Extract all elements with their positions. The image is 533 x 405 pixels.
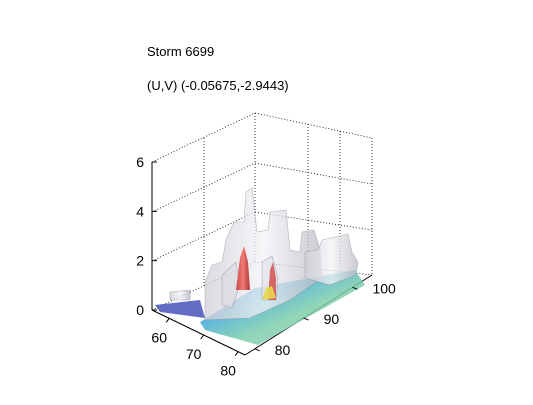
z-tick-label: 4: [136, 203, 144, 219]
tick-group: 0 2 4 6 60 70 80 80 90 100: [136, 154, 396, 379]
x-tick-mark: [200, 334, 205, 340]
surface-floor: [200, 270, 365, 345]
y-tick-label: 90: [324, 311, 340, 327]
y-tick-mark: [352, 286, 358, 290]
z-tick-label: 2: [136, 253, 144, 269]
chart-subtitle: (U,V) (-0.05675,-2.9443): [147, 78, 289, 93]
surface-peak-red: [236, 246, 250, 290]
x-tick-mark: [165, 318, 170, 323]
surface-floor-edge: [155, 300, 205, 318]
y-tick-mark: [254, 348, 260, 352]
z-tick-label: 6: [136, 154, 144, 170]
surface-yellow-core: [262, 286, 276, 300]
x-tick-label: 70: [186, 346, 202, 362]
x-tick-label: 80: [220, 363, 236, 379]
x-tick-label: 60: [151, 329, 167, 345]
y-tick-label: 80: [275, 342, 291, 358]
x-tick-mark: [234, 351, 239, 356]
y-tick-mark: [303, 317, 309, 321]
y-tick-label: 100: [372, 280, 396, 296]
z-tick-label: 0: [136, 302, 144, 318]
chart-title: Storm 6699: [147, 44, 215, 59]
